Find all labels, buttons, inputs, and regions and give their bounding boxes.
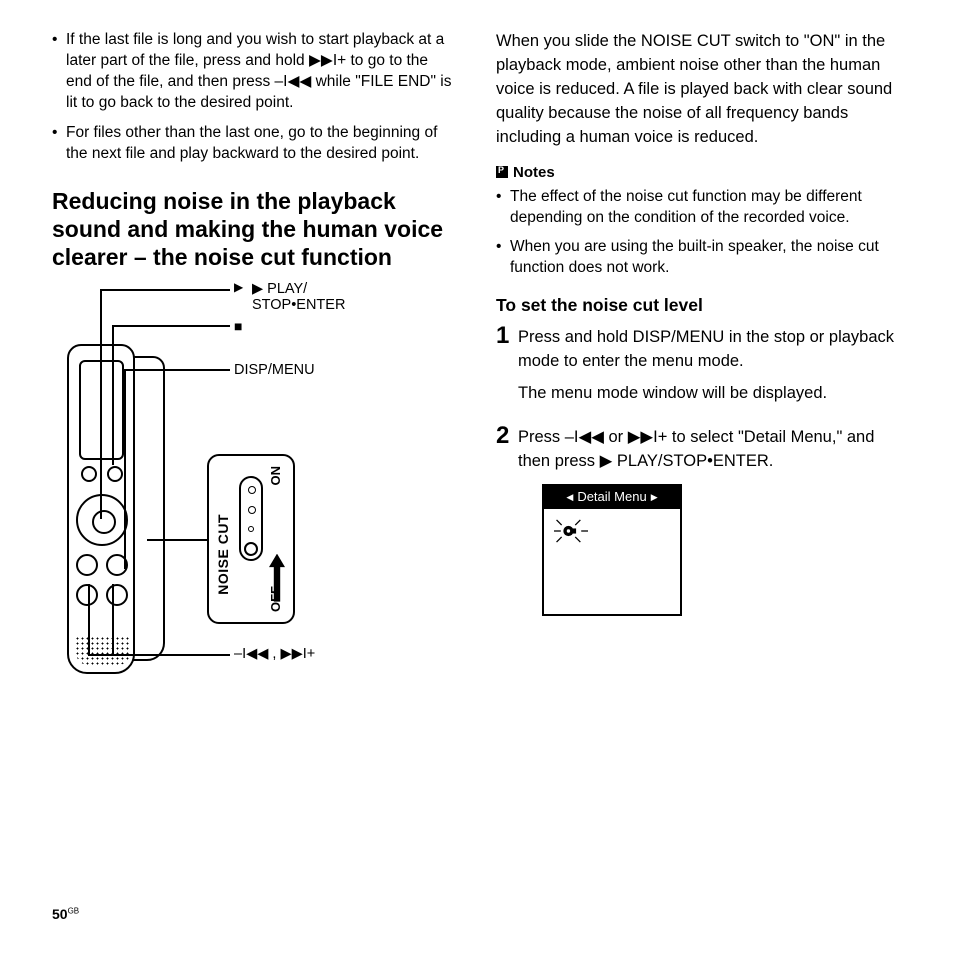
device-diagram: ▶ PLAY/ STOP•ENTER ▶ ■ DISP/MENU –I◀◀ , … bbox=[62, 289, 392, 689]
play-label: ▶ PLAY/ STOP•ENTER bbox=[252, 281, 345, 314]
section-heading: Reducing noise in the playback sound and… bbox=[52, 187, 458, 271]
notes-heading: Notes bbox=[496, 164, 902, 181]
intro-paragraph: When you slide the NOISE CUT switch to "… bbox=[496, 30, 902, 150]
manual-page: If the last file is long and you wish to… bbox=[0, 0, 954, 709]
note-item: When you are using the built-in speaker,… bbox=[496, 237, 902, 279]
step-text: Press and hold DISP/MENU in the stop or … bbox=[518, 326, 902, 374]
tip-item: For files other than the last one, go to… bbox=[52, 123, 458, 165]
step-1: 1 Press and hold DISP/MENU in the stop o… bbox=[496, 326, 902, 414]
menu-header: ◀ Detail Menu ▶ bbox=[544, 486, 680, 509]
nav-right-icon: ▶ bbox=[651, 491, 658, 504]
step-number: 2 bbox=[496, 424, 512, 448]
nav-left-icon: ◀ bbox=[566, 491, 573, 504]
notes-icon bbox=[496, 166, 508, 178]
left-column: If the last file is long and you wish to… bbox=[52, 30, 458, 689]
step-number: 1 bbox=[496, 324, 512, 348]
noise-cut-switch: NOISE CUT ON OFF bbox=[207, 454, 295, 624]
right-column: When you slide the NOISE CUT switch to "… bbox=[496, 30, 902, 689]
play-icon: ▶ bbox=[234, 281, 243, 295]
step-text: Press –I◀◀ or ▶▶I+ to select "Detail Men… bbox=[518, 426, 902, 474]
detail-menu-screen: ◀ Detail Menu ▶ bbox=[542, 484, 682, 616]
recorder-device-illustration bbox=[67, 344, 177, 679]
disp-menu-label: DISP/MENU bbox=[234, 362, 315, 379]
tip-item: If the last file is long and you wish to… bbox=[52, 30, 458, 114]
note-item: The effect of the noise cut function may… bbox=[496, 187, 902, 229]
step-text: The menu mode window will be displayed. bbox=[518, 382, 902, 406]
notes-list: The effect of the noise cut function may… bbox=[496, 187, 902, 280]
stop-icon-label: ■ bbox=[234, 318, 242, 334]
skip-label: –I◀◀ , ▶▶I+ bbox=[234, 646, 315, 663]
subsection-heading: To set the noise cut level bbox=[496, 295, 902, 316]
tips-list: If the last file is long and you wish to… bbox=[52, 30, 458, 165]
step-2: 2 Press –I◀◀ or ▶▶I+ to select "Detail M… bbox=[496, 426, 902, 616]
page-number: 50GB bbox=[52, 906, 79, 922]
menu-title: Detail Menu bbox=[577, 488, 646, 507]
gear-blink-icon bbox=[554, 514, 588, 548]
